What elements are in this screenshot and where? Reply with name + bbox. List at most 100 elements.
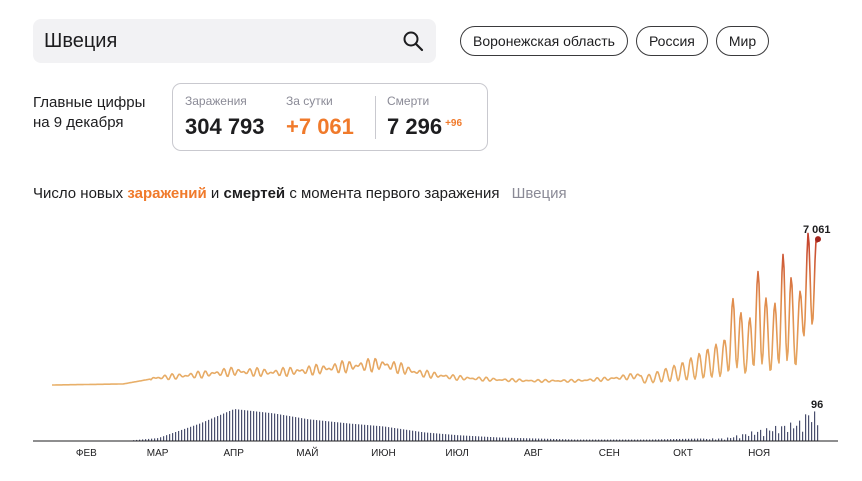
deaths-bar bbox=[559, 439, 561, 441]
deaths-bar bbox=[682, 438, 684, 441]
deaths-bar bbox=[787, 431, 789, 441]
stat-deaths: Смерти 7 296 +96 bbox=[387, 94, 462, 140]
deaths-bar bbox=[574, 439, 576, 441]
deaths-bar bbox=[721, 438, 723, 441]
deaths-bar bbox=[439, 433, 441, 441]
deaths-bar bbox=[328, 421, 330, 441]
deaths-bar bbox=[790, 422, 792, 441]
deaths-bar bbox=[355, 424, 357, 441]
deaths-bar bbox=[475, 436, 477, 441]
deaths-bar bbox=[274, 413, 276, 441]
deaths-bar bbox=[469, 435, 471, 441]
deaths-bar bbox=[433, 433, 435, 441]
deaths-bar bbox=[403, 429, 405, 441]
deaths-bar bbox=[250, 410, 252, 441]
deaths-bar bbox=[157, 438, 159, 441]
deaths-bar bbox=[814, 411, 816, 441]
deaths-bar bbox=[445, 434, 447, 441]
deaths-bar bbox=[322, 420, 324, 441]
chip-russia[interactable]: Россия bbox=[635, 26, 708, 56]
deaths-bar bbox=[556, 439, 558, 441]
deaths-bar bbox=[280, 414, 282, 441]
deaths-bar bbox=[613, 439, 615, 441]
infections-value: 304 793 bbox=[185, 114, 265, 139]
deaths-bar bbox=[238, 409, 240, 441]
deaths-bar bbox=[169, 434, 171, 441]
deaths-bar bbox=[262, 412, 264, 441]
deaths-bar bbox=[577, 439, 579, 441]
deaths-bar bbox=[754, 434, 756, 441]
deaths-bar bbox=[205, 421, 207, 441]
deaths-bar bbox=[193, 425, 195, 441]
deaths-bar bbox=[214, 417, 216, 441]
deaths-bar bbox=[553, 438, 555, 441]
deaths-bar bbox=[421, 432, 423, 441]
deaths-bar bbox=[457, 435, 459, 441]
deaths-bar bbox=[703, 438, 705, 441]
deaths-bar bbox=[472, 436, 474, 441]
deaths-bar bbox=[394, 428, 396, 441]
deaths-bar bbox=[808, 415, 810, 441]
deaths-bar bbox=[202, 422, 204, 441]
deaths-bar bbox=[760, 429, 762, 441]
deaths-bar bbox=[607, 439, 609, 441]
deaths-bar bbox=[358, 424, 360, 441]
deaths-bar bbox=[325, 421, 327, 441]
chip-world[interactable]: Мир bbox=[715, 26, 770, 56]
deaths-bar bbox=[448, 434, 450, 441]
deaths-bar bbox=[454, 434, 456, 441]
summary-label: Главные цифры на 9 декабря bbox=[33, 93, 145, 133]
deaths-bar bbox=[406, 429, 408, 441]
search-input[interactable]: Швеция bbox=[44, 30, 118, 52]
deaths-bar bbox=[700, 438, 702, 441]
deaths-bar bbox=[343, 422, 345, 441]
deaths-bar bbox=[232, 409, 234, 441]
search-icon[interactable] bbox=[402, 30, 424, 52]
deaths-bar bbox=[145, 439, 147, 441]
search-box[interactable]: Швеция bbox=[33, 19, 436, 63]
chart-title-conj: и bbox=[210, 185, 220, 202]
deaths-bar bbox=[811, 422, 813, 441]
region-chips: Воронежская область Россия Мир bbox=[460, 26, 770, 56]
deaths-bar bbox=[154, 438, 156, 441]
deaths-bar bbox=[223, 413, 225, 441]
deaths-bar bbox=[349, 423, 351, 441]
month-label: ОКТ bbox=[673, 448, 693, 459]
deaths-bar bbox=[604, 439, 606, 441]
deaths-bar bbox=[550, 438, 552, 441]
deaths-bar bbox=[637, 439, 639, 441]
deaths-bar bbox=[664, 439, 666, 441]
deaths-bar bbox=[136, 439, 138, 441]
infections-last-dot bbox=[815, 236, 821, 243]
deaths-bar bbox=[142, 439, 144, 441]
deaths-bar bbox=[166, 435, 168, 441]
deaths-bar bbox=[424, 432, 426, 441]
deaths-bar bbox=[481, 436, 483, 441]
deaths-bar bbox=[382, 426, 384, 441]
deaths-bar bbox=[466, 435, 468, 441]
deaths-bar bbox=[244, 410, 246, 441]
deaths-bar bbox=[763, 436, 765, 441]
deaths-bar bbox=[517, 437, 519, 441]
deaths-bar bbox=[589, 439, 591, 441]
deaths-bar bbox=[643, 439, 645, 441]
deaths-bar bbox=[307, 419, 309, 441]
deaths-bar bbox=[733, 437, 735, 441]
chip-voronezh[interactable]: Воронежская область bbox=[460, 26, 628, 56]
deaths-bar bbox=[658, 439, 660, 441]
deaths-bar bbox=[739, 438, 741, 441]
deaths-bar bbox=[622, 439, 624, 441]
deaths-bar bbox=[430, 432, 432, 441]
deaths-bar bbox=[610, 439, 612, 441]
deaths-bar bbox=[661, 439, 663, 441]
deaths-bar bbox=[634, 439, 636, 441]
deaths-bar bbox=[532, 438, 534, 441]
deaths-bar bbox=[268, 412, 270, 441]
deaths-bar bbox=[799, 420, 801, 441]
deaths-bar bbox=[625, 439, 627, 441]
deaths-bar bbox=[691, 438, 693, 441]
deaths-bar bbox=[211, 418, 213, 441]
month-label: ИЮЛ bbox=[445, 448, 468, 459]
deaths-bar bbox=[724, 439, 726, 441]
deaths-bar bbox=[163, 436, 165, 441]
